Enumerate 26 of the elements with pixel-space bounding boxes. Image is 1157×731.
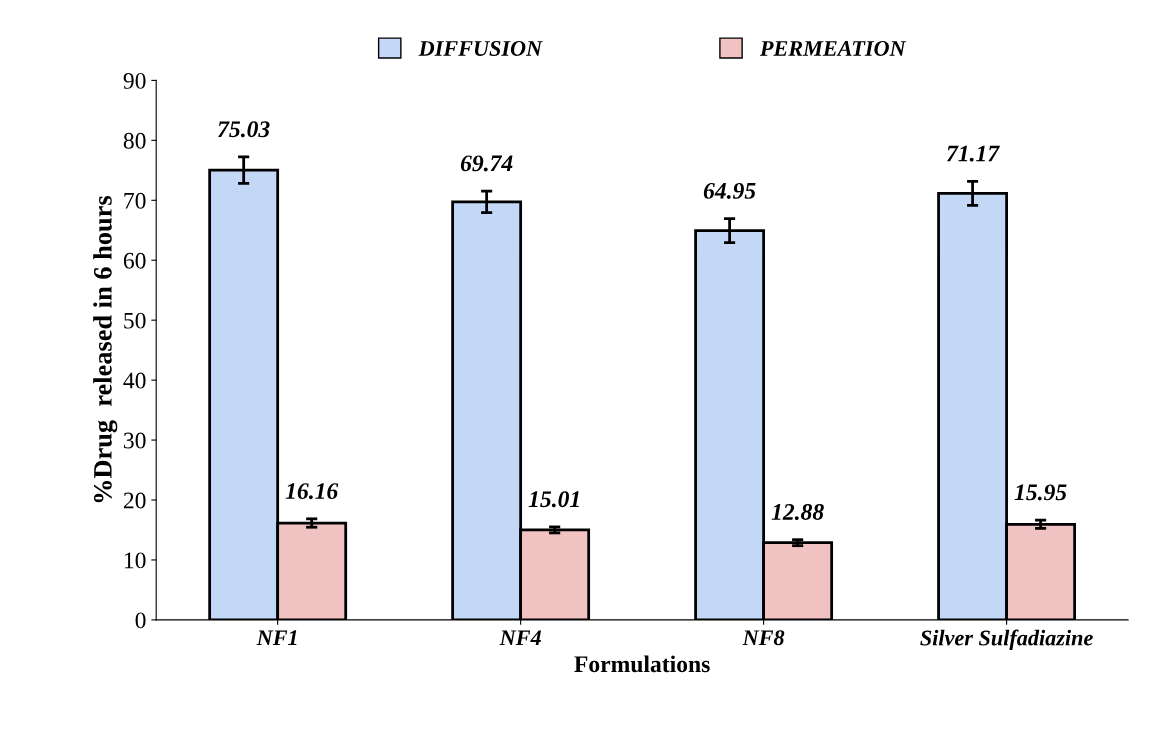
data-label: 75.03: [218, 121, 270, 138]
data-label: 69.74: [460, 155, 513, 172]
x-tick-label: NF8: [742, 630, 785, 646]
y-tick-label: 30: [123, 432, 146, 449]
legend-label: PERMEATION: [759, 40, 907, 56]
legend-label: DIFFUSION: [418, 40, 543, 56]
x-axis-title: Formulations: [574, 655, 710, 673]
y-tick-label: 0: [135, 612, 146, 629]
y-tick-label: 50: [124, 312, 146, 329]
x-tick-label: NF1: [256, 630, 297, 646]
data-label: 71.17: [947, 145, 1000, 162]
y-axis-title: %Drug released in 6 hours: [93, 195, 118, 503]
data-label: 12.88: [771, 503, 824, 521]
data-label: 15.95: [1014, 484, 1067, 501]
y-tick-label: 90: [123, 72, 146, 89]
data-label: 64.95: [703, 182, 756, 199]
y-tick-label: 40: [123, 372, 146, 389]
y-tick-label: 70: [124, 192, 146, 209]
y-tick-label: 60: [123, 252, 146, 269]
y-tick-label: 80: [123, 132, 146, 149]
x-tick-label: Silver Sulfadiazine: [920, 629, 1093, 650]
data-label: 16.16: [285, 483, 339, 500]
y-tick-label: 10: [124, 552, 146, 569]
y-tick-label: 20: [123, 492, 146, 509]
x-tick-label: NF4: [499, 630, 541, 646]
data-label: 15.01: [528, 491, 579, 508]
